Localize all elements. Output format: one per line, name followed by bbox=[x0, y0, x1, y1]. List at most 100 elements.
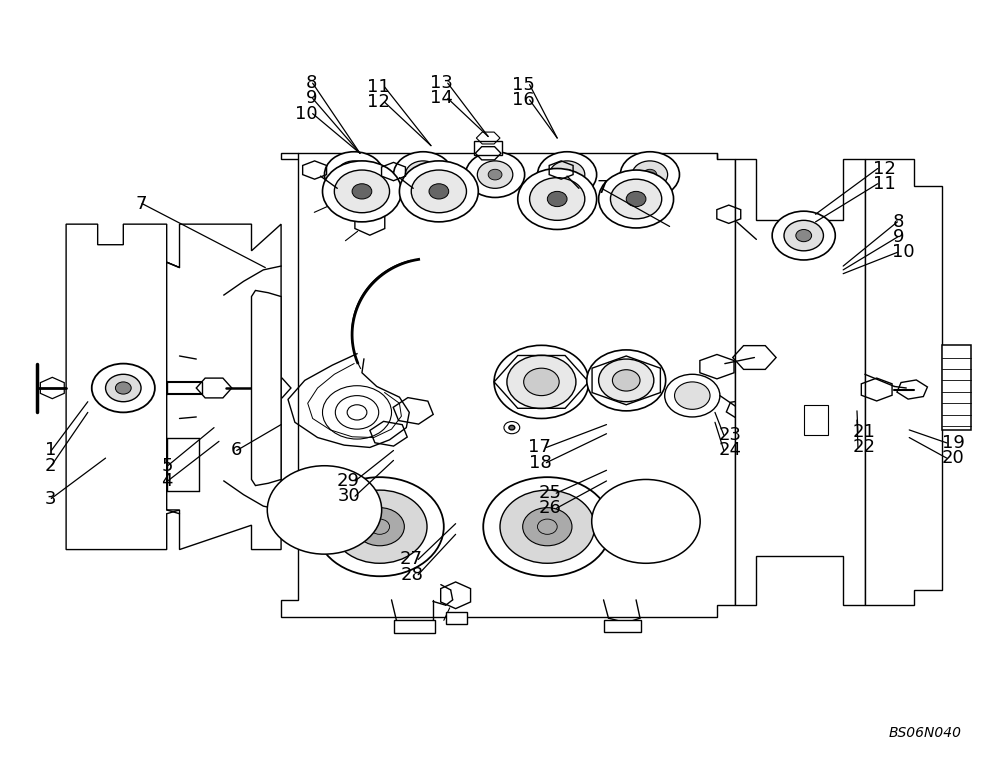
Polygon shape bbox=[281, 154, 735, 617]
Text: 4: 4 bbox=[161, 472, 173, 490]
Circle shape bbox=[537, 152, 597, 197]
Text: BS06N040: BS06N040 bbox=[889, 726, 962, 740]
Text: 11: 11 bbox=[367, 78, 390, 96]
Bar bbox=[394, 620, 435, 633]
Text: 10: 10 bbox=[295, 105, 318, 123]
Text: 25: 25 bbox=[538, 484, 561, 502]
Circle shape bbox=[416, 169, 430, 180]
Text: 17: 17 bbox=[528, 438, 551, 456]
Circle shape bbox=[612, 369, 640, 391]
Text: 5: 5 bbox=[161, 457, 173, 475]
Circle shape bbox=[332, 490, 427, 563]
Text: 9: 9 bbox=[306, 89, 318, 107]
Text: 12: 12 bbox=[873, 160, 896, 178]
Text: 21: 21 bbox=[853, 423, 876, 442]
Text: 9: 9 bbox=[892, 228, 904, 246]
Polygon shape bbox=[865, 159, 942, 605]
Text: 23: 23 bbox=[719, 426, 742, 444]
Circle shape bbox=[530, 178, 585, 220]
Circle shape bbox=[599, 359, 654, 402]
Circle shape bbox=[665, 374, 720, 417]
Text: 11: 11 bbox=[873, 175, 896, 192]
Polygon shape bbox=[66, 224, 180, 549]
Text: 29: 29 bbox=[337, 472, 360, 490]
Circle shape bbox=[509, 425, 515, 430]
Circle shape bbox=[488, 169, 502, 180]
Text: 18: 18 bbox=[529, 454, 551, 472]
Circle shape bbox=[524, 368, 559, 396]
Text: 16: 16 bbox=[512, 91, 535, 109]
Circle shape bbox=[322, 161, 401, 222]
Text: 28: 28 bbox=[400, 566, 423, 584]
Bar bbox=[942, 345, 971, 430]
Circle shape bbox=[620, 152, 679, 197]
Circle shape bbox=[587, 350, 666, 411]
Circle shape bbox=[675, 382, 710, 409]
Text: 8: 8 bbox=[306, 74, 318, 92]
Circle shape bbox=[796, 230, 812, 241]
Bar bbox=[446, 612, 467, 624]
Circle shape bbox=[355, 508, 404, 546]
Text: 22: 22 bbox=[853, 438, 876, 456]
Text: 13: 13 bbox=[430, 74, 453, 92]
Circle shape bbox=[560, 169, 574, 180]
Circle shape bbox=[405, 161, 441, 189]
Text: 14: 14 bbox=[430, 89, 453, 107]
Bar bbox=[604, 620, 641, 632]
Circle shape bbox=[643, 169, 657, 180]
Circle shape bbox=[465, 152, 525, 197]
Circle shape bbox=[394, 152, 453, 197]
Circle shape bbox=[592, 480, 700, 563]
Circle shape bbox=[494, 345, 589, 418]
Circle shape bbox=[316, 477, 444, 577]
Circle shape bbox=[500, 490, 595, 563]
Circle shape bbox=[610, 179, 662, 219]
Text: 2: 2 bbox=[45, 457, 56, 475]
Circle shape bbox=[772, 211, 835, 260]
Text: 7: 7 bbox=[135, 195, 147, 213]
Circle shape bbox=[347, 169, 361, 180]
Circle shape bbox=[632, 161, 668, 189]
Circle shape bbox=[504, 421, 520, 434]
Text: 1: 1 bbox=[45, 442, 56, 459]
Circle shape bbox=[599, 170, 674, 228]
Circle shape bbox=[626, 192, 646, 206]
Text: 27: 27 bbox=[400, 550, 423, 569]
Circle shape bbox=[336, 161, 372, 189]
Circle shape bbox=[106, 374, 141, 402]
Text: 8: 8 bbox=[892, 213, 904, 230]
Text: 10: 10 bbox=[892, 244, 915, 262]
Polygon shape bbox=[252, 290, 281, 486]
Text: 15: 15 bbox=[512, 76, 535, 94]
Text: 26: 26 bbox=[538, 500, 561, 518]
Circle shape bbox=[784, 220, 823, 251]
Circle shape bbox=[352, 184, 372, 199]
Text: 6: 6 bbox=[230, 442, 242, 459]
Text: 20: 20 bbox=[942, 449, 965, 467]
Circle shape bbox=[334, 170, 390, 213]
Bar bbox=[804, 405, 828, 435]
Bar bbox=[474, 141, 502, 154]
Circle shape bbox=[92, 364, 155, 412]
Text: 12: 12 bbox=[367, 93, 390, 111]
Text: 7: 7 bbox=[597, 179, 608, 197]
Circle shape bbox=[507, 355, 576, 409]
Text: 30: 30 bbox=[337, 487, 360, 505]
Text: 19: 19 bbox=[942, 434, 965, 452]
Circle shape bbox=[477, 161, 513, 189]
Circle shape bbox=[523, 508, 572, 546]
Circle shape bbox=[518, 168, 597, 230]
Polygon shape bbox=[735, 159, 865, 605]
Circle shape bbox=[549, 161, 585, 189]
Circle shape bbox=[399, 161, 478, 222]
Polygon shape bbox=[167, 224, 281, 549]
Circle shape bbox=[483, 477, 611, 577]
Text: 24: 24 bbox=[719, 442, 742, 459]
Circle shape bbox=[267, 466, 382, 554]
Circle shape bbox=[547, 192, 567, 206]
Circle shape bbox=[429, 184, 449, 199]
Circle shape bbox=[411, 170, 466, 213]
Text: 3: 3 bbox=[45, 490, 56, 508]
Circle shape bbox=[115, 382, 131, 394]
Circle shape bbox=[324, 152, 384, 197]
